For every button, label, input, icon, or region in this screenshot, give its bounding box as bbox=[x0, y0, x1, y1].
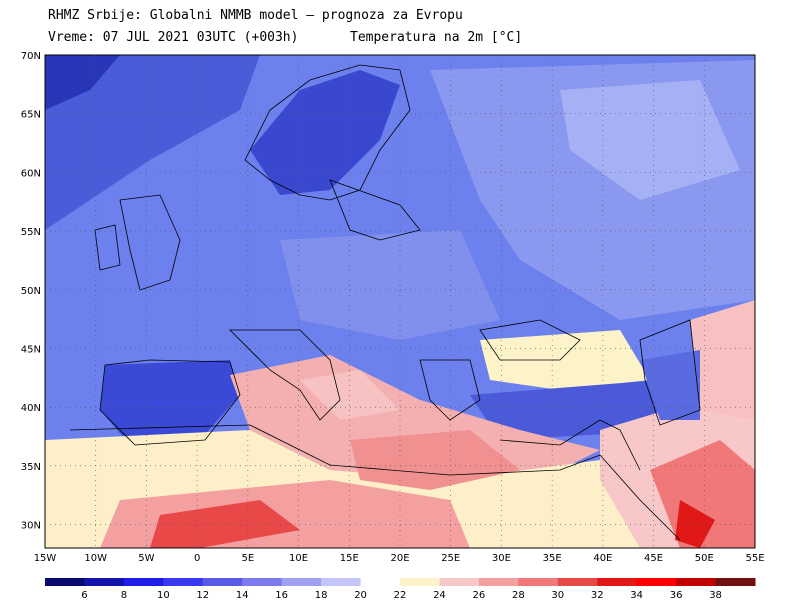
lat-label: 35N bbox=[21, 462, 41, 473]
colorbar-swatch bbox=[202, 578, 243, 586]
lon-label: 10E bbox=[289, 553, 308, 564]
colorbar-label: 12 bbox=[196, 590, 209, 600]
colorbar-swatch bbox=[123, 578, 164, 586]
colorbar-label: 6 bbox=[81, 590, 87, 600]
lon-label: 30E bbox=[492, 553, 511, 564]
lon-label: 0 bbox=[194, 553, 200, 564]
lat-label: 70N bbox=[21, 51, 41, 62]
lon-label: 20E bbox=[390, 553, 409, 564]
temperature-field bbox=[45, 55, 755, 548]
colorbar-swatch bbox=[360, 578, 401, 586]
valid-time-label: Vreme: 07 JUL 2021 03UTC (+003h) bbox=[48, 30, 299, 45]
colorbar-swatch bbox=[45, 578, 85, 586]
lat-label: 40N bbox=[21, 403, 41, 414]
colorbar-label: 8 bbox=[121, 590, 127, 600]
lon-label: 50E bbox=[695, 553, 714, 564]
colorbar-swatch bbox=[321, 578, 362, 586]
longitude-labels: 15W 10W 5W 0 5E 10E 15E 20E 25E 30E 35E 40E 45E 50E 55… bbox=[34, 553, 765, 564]
lon-label: 5W bbox=[138, 553, 154, 564]
lon-label: 45E bbox=[644, 553, 663, 564]
colorbar-label: 26 bbox=[473, 590, 486, 600]
colorbar-label: 10 bbox=[157, 590, 170, 600]
colorbar-label: 30 bbox=[551, 590, 564, 600]
header-title: RHMZ Srbije: Globalni NMMB model — progn… bbox=[48, 8, 463, 23]
colorbar-label: 32 bbox=[591, 590, 604, 600]
lon-label: 55E bbox=[745, 553, 764, 564]
latitude-labels: 70N 65N 60N 55N 50N 45N 40N 35N 30N bbox=[21, 51, 41, 532]
lon-label: 15E bbox=[340, 553, 359, 564]
lon-label: 40E bbox=[593, 553, 612, 564]
colorbar-swatch bbox=[242, 578, 283, 586]
lat-label: 65N bbox=[21, 110, 41, 121]
lon-label: 15W bbox=[34, 553, 57, 564]
lat-label: 55N bbox=[21, 227, 41, 238]
colorbar-swatch bbox=[478, 578, 519, 586]
colorbar-label: 20 bbox=[354, 590, 367, 600]
colorbar-label: 22 bbox=[394, 590, 407, 600]
lat-label: 45N bbox=[21, 344, 41, 355]
colorbar-swatch bbox=[400, 578, 440, 586]
lat-label: 30N bbox=[21, 521, 41, 532]
colorbar-label: 28 bbox=[512, 590, 525, 600]
colorbar-swatch bbox=[281, 578, 322, 586]
gridlines bbox=[45, 55, 755, 548]
lon-label: 35E bbox=[543, 553, 562, 564]
colorbar-swatch bbox=[715, 578, 756, 586]
colorbar-label: 34 bbox=[630, 590, 643, 600]
colorbar-swatch bbox=[636, 578, 677, 586]
colorbar-swatch bbox=[557, 578, 598, 586]
colorbar-swatch bbox=[163, 578, 204, 586]
parameter-label: Temperatura na 2m [°C] bbox=[350, 30, 523, 45]
colorbar-label: 38 bbox=[709, 590, 722, 600]
colorbar-swatch bbox=[597, 578, 638, 586]
colorbar-swatch bbox=[518, 578, 559, 586]
colorbar-label: 14 bbox=[236, 590, 249, 600]
colorbar-swatch bbox=[676, 578, 717, 586]
lat-label: 60N bbox=[21, 168, 41, 179]
lon-label: 25E bbox=[441, 553, 460, 564]
colorbar-label: 24 bbox=[433, 590, 446, 600]
colorbar-label: 16 bbox=[275, 590, 288, 600]
lon-label: 10W bbox=[84, 553, 107, 564]
colorbar-swatch bbox=[439, 578, 480, 586]
colorbar-swatch bbox=[84, 578, 125, 586]
lon-label: 5E bbox=[242, 553, 255, 564]
colorbar-label: 36 bbox=[670, 590, 683, 600]
lat-label: 50N bbox=[21, 286, 41, 297]
colorbar: 6 8 10 12 14 16 18 20 22 24 26 28 30 32 34 36 38 bbox=[45, 578, 756, 600]
colorbar-label: 18 bbox=[315, 590, 328, 600]
